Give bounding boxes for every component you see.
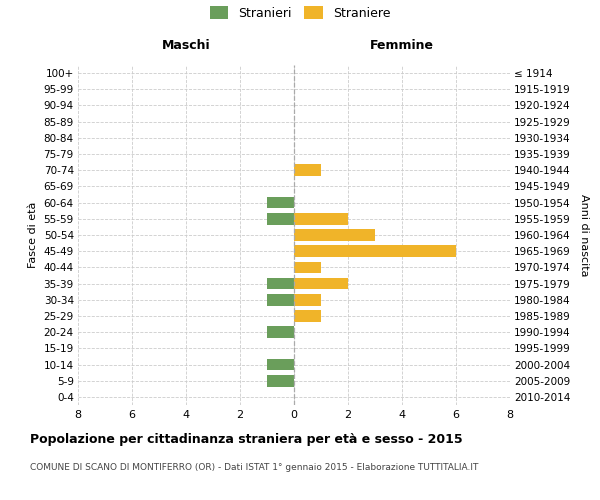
Bar xyxy=(294,262,321,273)
Bar xyxy=(294,294,321,306)
Bar xyxy=(267,375,294,386)
Bar xyxy=(294,213,348,224)
Bar xyxy=(267,326,294,338)
Legend: Stranieri, Straniere: Stranieri, Straniere xyxy=(209,6,391,20)
Text: Maschi: Maschi xyxy=(161,40,211,52)
Bar xyxy=(294,229,375,241)
Bar xyxy=(267,278,294,289)
Text: COMUNE DI SCANO DI MONTIFERRO (OR) - Dati ISTAT 1° gennaio 2015 - Elaborazione T: COMUNE DI SCANO DI MONTIFERRO (OR) - Dat… xyxy=(30,462,478,471)
Bar xyxy=(267,213,294,224)
Bar xyxy=(294,246,456,257)
Bar xyxy=(294,278,348,289)
Bar xyxy=(294,310,321,322)
Bar xyxy=(294,164,321,176)
Bar xyxy=(267,358,294,370)
Y-axis label: Anni di nascita: Anni di nascita xyxy=(579,194,589,276)
Bar xyxy=(267,197,294,208)
Bar xyxy=(267,294,294,306)
Text: Popolazione per cittadinanza straniera per età e sesso - 2015: Popolazione per cittadinanza straniera p… xyxy=(30,432,463,446)
Text: Femmine: Femmine xyxy=(370,40,434,52)
Y-axis label: Fasce di età: Fasce di età xyxy=(28,202,38,268)
